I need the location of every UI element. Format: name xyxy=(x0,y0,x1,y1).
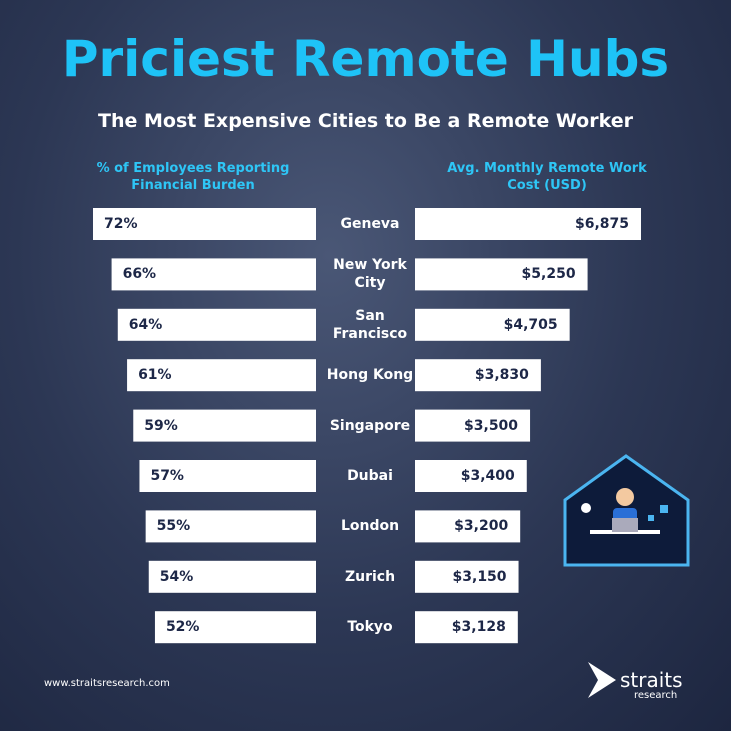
bar-right xyxy=(415,258,588,291)
bar-left xyxy=(117,308,317,341)
bar-left xyxy=(154,611,316,644)
bar-right xyxy=(415,611,518,644)
legend-left: % of Employees Reporting Financial Burde… xyxy=(96,161,290,193)
legend-right: Avg. Monthly Remote Work Cost (USD) xyxy=(447,161,647,193)
category-label: Geneva xyxy=(340,216,400,232)
bar-right xyxy=(415,460,527,492)
category-label: New York City xyxy=(333,257,407,292)
bar-left xyxy=(145,510,316,543)
value-label-right: $3,400 xyxy=(460,468,515,484)
website: www.straitsresearch.com xyxy=(44,678,170,689)
value-label-left: 66% xyxy=(122,266,157,283)
bar-right xyxy=(415,409,531,442)
brand-sub: research xyxy=(634,690,678,701)
value-label-right: $5,250 xyxy=(521,266,576,283)
bar-left xyxy=(93,208,316,240)
value-label-right: $3,830 xyxy=(474,367,529,384)
bar-right xyxy=(415,308,570,341)
value-label-left: 52% xyxy=(165,619,200,636)
bar-left xyxy=(139,460,316,492)
value-label-left: 64% xyxy=(128,316,163,333)
brand: straits xyxy=(620,668,683,692)
value-label-right: $6,875 xyxy=(574,216,629,232)
value-label-right: $3,500 xyxy=(464,417,519,434)
value-label-left: 72% xyxy=(104,216,138,232)
bar-right xyxy=(415,359,541,392)
bar-left xyxy=(111,258,316,291)
bar-left xyxy=(127,359,316,392)
title: Priciest Remote Hubs xyxy=(61,30,670,88)
value-label-left: 59% xyxy=(144,417,178,434)
category-label: Hong Kong xyxy=(326,367,414,384)
category-label: London xyxy=(340,518,400,535)
value-label-right: $3,150 xyxy=(452,568,507,585)
category-label: San Francisco xyxy=(332,307,408,342)
value-label-right: $4,705 xyxy=(503,316,558,333)
value-label-right: $3,128 xyxy=(451,619,506,636)
bar-right xyxy=(415,560,519,593)
category-label: Singapore xyxy=(329,417,411,434)
value-label-left: 54% xyxy=(159,568,194,585)
category-label: Zurich xyxy=(344,568,396,585)
category-label: Tokyo xyxy=(347,619,393,636)
bar-left xyxy=(148,560,316,593)
house-illustration xyxy=(563,454,690,567)
subtitle: The Most Expensive Cities to Be a Remote… xyxy=(98,110,633,132)
value-label-left: 57% xyxy=(150,468,184,484)
bar-left xyxy=(133,409,316,442)
value-label-left: 55% xyxy=(156,518,191,535)
logo-mark xyxy=(588,662,616,698)
value-label-left: 61% xyxy=(138,367,172,384)
bar-right xyxy=(415,208,641,240)
category-label: Dubai xyxy=(347,468,393,484)
value-label-right: $3,200 xyxy=(454,518,509,535)
bar-right xyxy=(415,510,521,543)
